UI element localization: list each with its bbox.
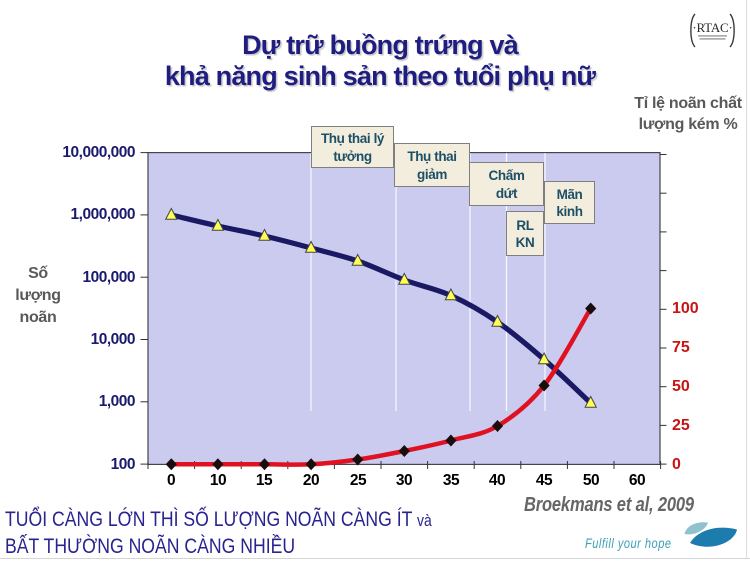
svg-text:·RTAC·: ·RTAC· [692, 20, 732, 35]
